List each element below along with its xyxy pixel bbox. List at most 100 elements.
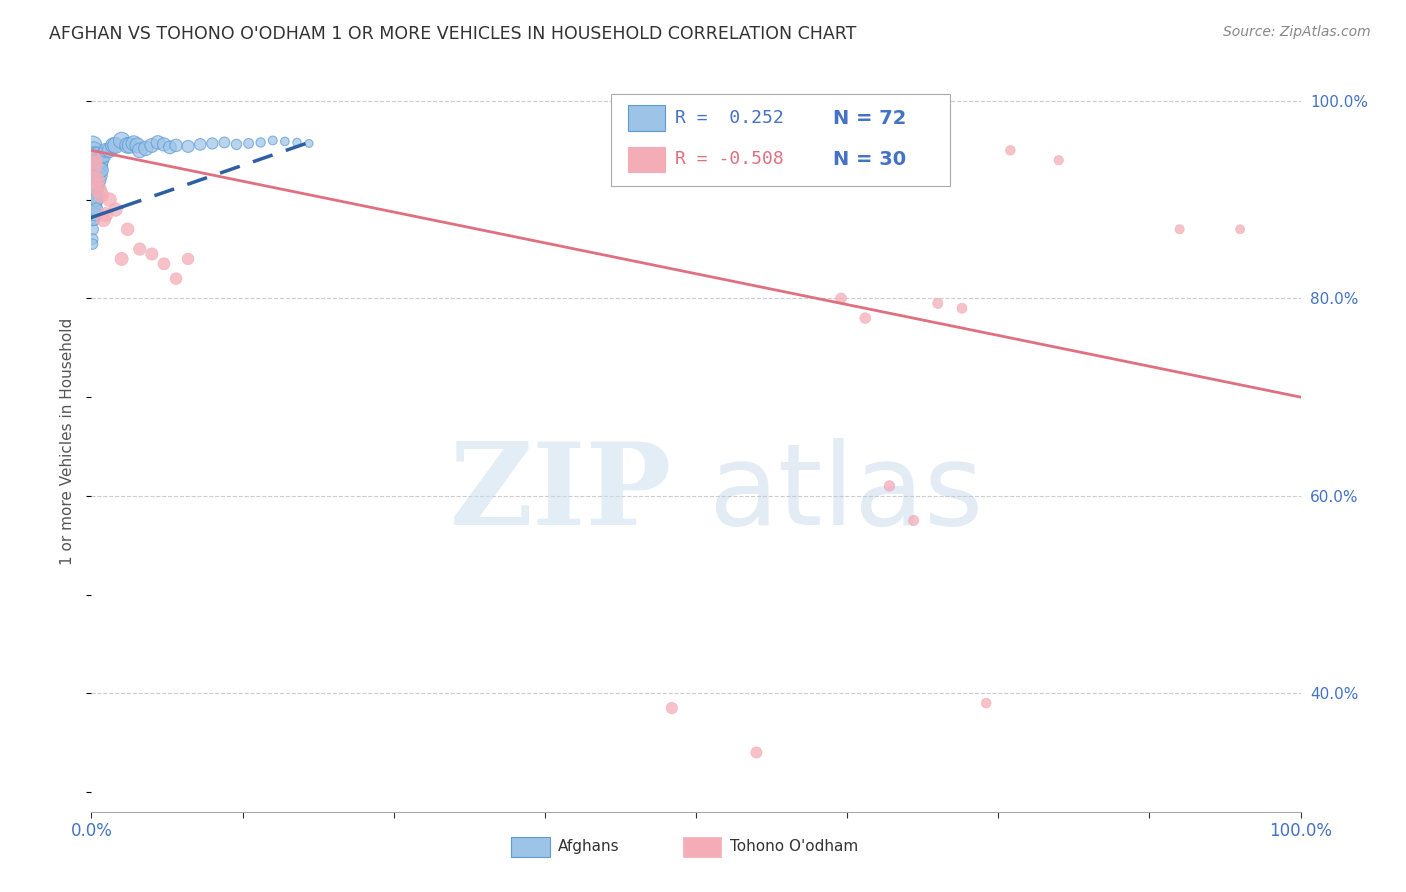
Point xyxy=(146,136,169,150)
Point xyxy=(153,257,176,271)
Point xyxy=(238,136,260,151)
Point xyxy=(214,136,236,150)
Point xyxy=(84,153,107,168)
Point xyxy=(830,292,852,306)
FancyBboxPatch shape xyxy=(683,837,721,857)
Point xyxy=(82,202,104,217)
Point xyxy=(82,148,104,162)
Point xyxy=(89,168,111,182)
Point xyxy=(82,153,104,168)
Point xyxy=(84,197,107,211)
FancyBboxPatch shape xyxy=(628,105,665,130)
Point xyxy=(141,247,163,261)
Point xyxy=(94,144,117,158)
Point xyxy=(82,163,104,178)
Point xyxy=(84,173,107,187)
Point xyxy=(117,138,139,153)
Text: N = 72: N = 72 xyxy=(832,109,905,128)
Point xyxy=(94,207,117,221)
Point xyxy=(87,173,110,187)
Point xyxy=(127,138,149,153)
Point xyxy=(661,701,683,715)
Point xyxy=(84,193,107,207)
Text: ZIP: ZIP xyxy=(450,438,672,549)
Text: R =  0.252: R = 0.252 xyxy=(675,109,785,127)
Point xyxy=(82,138,104,153)
Text: N = 30: N = 30 xyxy=(832,150,905,169)
Point xyxy=(83,173,105,187)
Point xyxy=(262,133,284,147)
Point xyxy=(90,163,112,178)
Point xyxy=(86,148,108,162)
Point xyxy=(249,136,271,150)
Point xyxy=(83,202,105,217)
Point xyxy=(141,138,163,153)
Point xyxy=(82,183,104,197)
Point xyxy=(153,137,176,152)
Point xyxy=(285,136,308,150)
Point xyxy=(93,212,115,227)
Point xyxy=(84,163,107,178)
Point xyxy=(159,140,181,154)
Point xyxy=(87,163,110,178)
Point xyxy=(82,222,104,236)
Point xyxy=(111,252,132,266)
Point xyxy=(745,746,768,760)
Point xyxy=(82,237,104,252)
Point xyxy=(87,183,110,197)
Text: Afghans: Afghans xyxy=(558,839,620,854)
Point xyxy=(82,193,104,207)
Point xyxy=(84,173,107,187)
Point xyxy=(225,137,247,152)
Text: Tohono O'odham: Tohono O'odham xyxy=(730,839,858,854)
Point xyxy=(84,148,107,162)
Point xyxy=(83,163,105,178)
Point xyxy=(83,144,105,158)
Point xyxy=(298,136,321,151)
Point xyxy=(83,158,105,172)
Point xyxy=(1229,222,1251,236)
Point xyxy=(84,178,107,192)
Point xyxy=(111,133,132,147)
Point xyxy=(82,158,104,172)
Point xyxy=(86,178,108,192)
Point xyxy=(274,135,297,149)
Text: Source: ZipAtlas.com: Source: ZipAtlas.com xyxy=(1223,25,1371,39)
Point xyxy=(165,138,187,153)
Text: R = -0.508: R = -0.508 xyxy=(675,151,785,169)
Point xyxy=(177,252,200,266)
Point xyxy=(83,153,105,168)
Point xyxy=(165,271,187,285)
Point xyxy=(84,168,107,182)
Point xyxy=(927,296,949,310)
Point xyxy=(82,232,104,246)
FancyBboxPatch shape xyxy=(628,147,665,172)
FancyBboxPatch shape xyxy=(510,837,550,857)
FancyBboxPatch shape xyxy=(612,94,950,186)
Y-axis label: 1 or more Vehicles in Household: 1 or more Vehicles in Household xyxy=(60,318,76,566)
Point xyxy=(1000,144,1022,158)
Point xyxy=(950,301,973,316)
Point xyxy=(117,222,139,236)
Point xyxy=(86,168,108,182)
Point xyxy=(83,183,105,197)
Point xyxy=(135,141,157,155)
Point xyxy=(87,153,110,168)
Point xyxy=(903,514,925,528)
Point xyxy=(201,136,224,151)
Point xyxy=(879,479,901,493)
Point xyxy=(122,136,145,151)
Point xyxy=(120,138,142,153)
Point xyxy=(1047,153,1070,168)
Point xyxy=(1168,222,1191,236)
Point xyxy=(83,212,105,227)
Point xyxy=(83,193,105,207)
Point xyxy=(128,144,150,158)
Point xyxy=(188,137,211,152)
Text: atlas: atlas xyxy=(709,438,983,549)
Point xyxy=(82,173,104,187)
Point xyxy=(93,148,115,162)
Point xyxy=(84,202,107,217)
Point xyxy=(104,202,127,217)
Point xyxy=(853,311,876,326)
